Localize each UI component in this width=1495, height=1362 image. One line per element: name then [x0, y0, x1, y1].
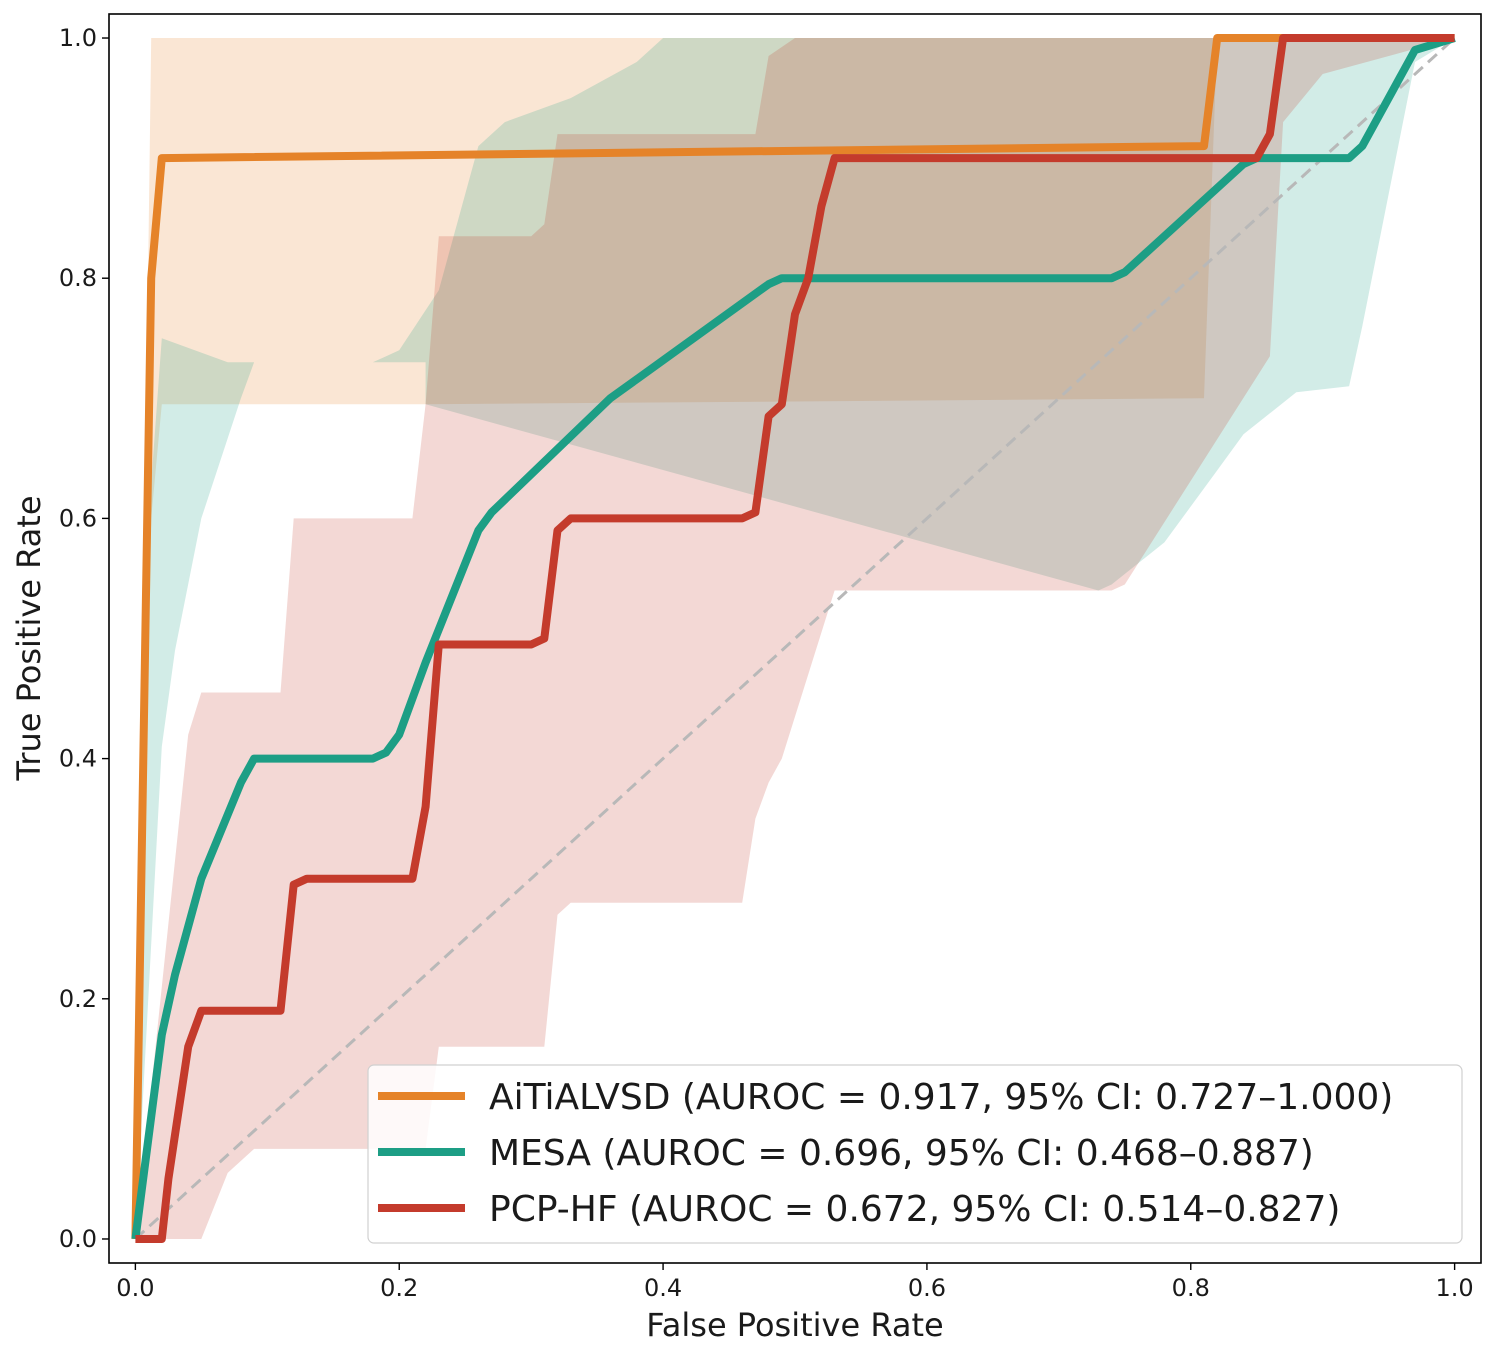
y-axis-ticks: 0.0 0.2 0.4 0.6 0.8 1.0 [59, 24, 109, 1253]
chance-diagonal-line [134, 36, 1456, 1241]
y-tick-label: 0.2 [59, 985, 97, 1013]
roc-line-aitialvsd [131, 34, 1455, 1240]
y-axis-label: True Positive Rate [10, 495, 48, 781]
plot-frame [108, 13, 1482, 1264]
x-axis-label: False Positive Rate [646, 1306, 943, 1344]
roc-line-mesa [131, 34, 1456, 1240]
legend: AiTiALVSD (AUROC = 0.917, 95% CI: 0.727–… [367, 1064, 1463, 1244]
x-tick-label: 0.0 [116, 1274, 154, 1302]
roc-curves [131, 34, 1456, 1243]
y-tick-label: 0.4 [59, 745, 97, 773]
legend-box [367, 1064, 1463, 1244]
legend-label-pcp-hf: PCP-HF (AUROC = 0.672, 95% CI: 0.514–0.8… [489, 1189, 1340, 1230]
roc-line-pcp-hf [135, 34, 1455, 1243]
x-tick-label: 1.0 [1436, 1274, 1474, 1302]
legend-label-mesa: MESA (AUROC = 0.696, 95% CI: 0.468–0.887… [489, 1133, 1314, 1174]
chance-line-layer [134, 36, 1456, 1241]
y-tick-label: 1.0 [59, 24, 97, 52]
x-tick-label: 0.8 [1172, 1274, 1210, 1302]
y-tick-label: 0.8 [59, 264, 97, 292]
legend-label-aitialvsd: AiTiALVSD (AUROC = 0.917, 95% CI: 0.727–… [489, 1077, 1393, 1118]
x-tick-label: 0.2 [380, 1274, 418, 1302]
x-tick-label: 0.4 [644, 1274, 682, 1302]
y-tick-label: 0.6 [59, 504, 97, 532]
y-tick-label: 0.0 [59, 1225, 97, 1253]
x-axis-ticks: 0.0 0.2 0.4 0.6 0.8 1.0 [116, 1263, 1474, 1302]
x-tick-label: 0.6 [908, 1274, 946, 1302]
